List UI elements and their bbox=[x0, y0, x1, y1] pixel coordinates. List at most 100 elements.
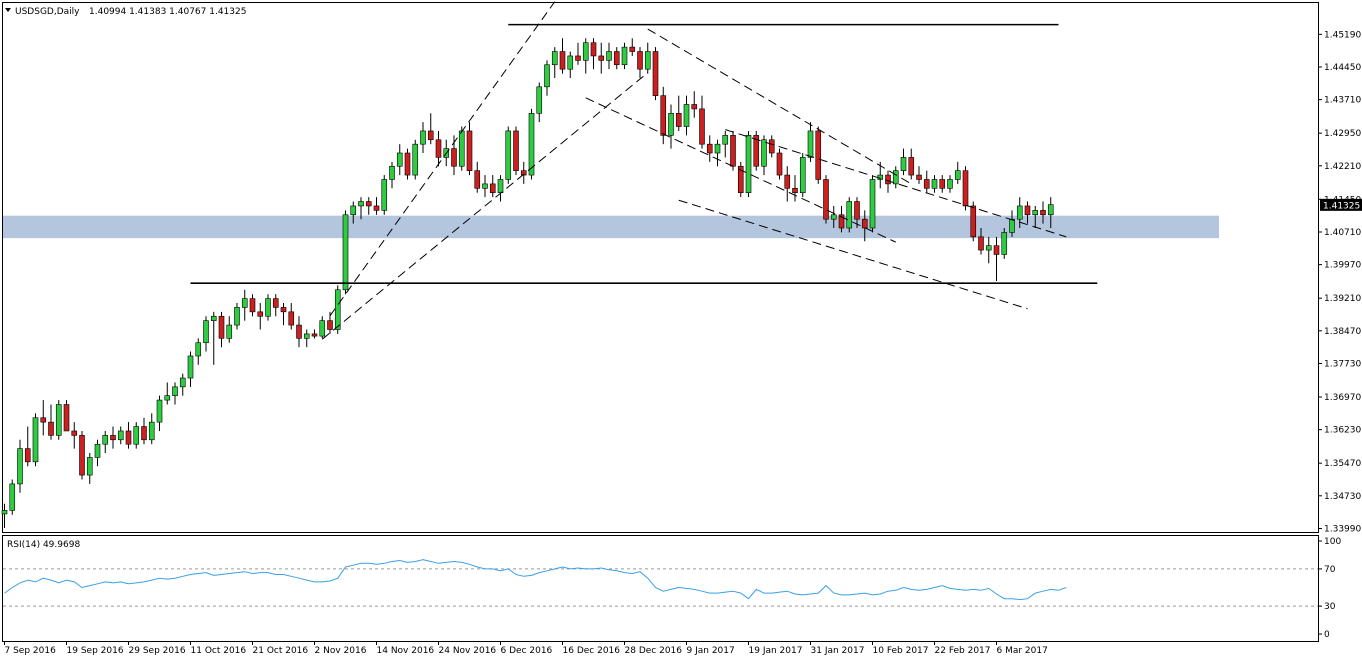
candle bbox=[536, 82, 543, 123]
candle bbox=[1040, 201, 1046, 224]
candle bbox=[179, 373, 186, 396]
candle bbox=[985, 236, 992, 264]
candle bbox=[141, 417, 147, 445]
candle bbox=[590, 38, 597, 70]
candle bbox=[978, 228, 984, 255]
rsi-panel-frame bbox=[2, 535, 1319, 642]
chart-header: USDSGD,Daily 1.40994 1.41383 1.40767 1.4… bbox=[5, 7, 246, 17]
support-zone-rect bbox=[3, 215, 1219, 239]
current-price-tag bbox=[1320, 198, 1362, 211]
candle bbox=[249, 294, 256, 317]
candle bbox=[210, 311, 217, 365]
candle bbox=[474, 161, 481, 193]
x-tick-label: 10 Feb 2017 bbox=[873, 646, 929, 656]
trendline-decline-upper[interactable] bbox=[647, 28, 912, 185]
candle bbox=[40, 400, 47, 436]
candle bbox=[365, 197, 372, 215]
candle bbox=[110, 426, 116, 449]
candle bbox=[265, 294, 271, 321]
candle bbox=[993, 236, 1000, 281]
candle bbox=[373, 197, 380, 215]
y-tick-label: 1.36230 bbox=[1324, 426, 1361, 436]
symbol-label: USDSGD,Daily bbox=[15, 7, 80, 17]
candle bbox=[164, 382, 171, 405]
candle bbox=[17, 439, 23, 493]
candle bbox=[838, 205, 845, 233]
candle bbox=[466, 122, 473, 176]
candle bbox=[203, 316, 209, 352]
trendline-wedge-lower[interactable] bbox=[678, 199, 1028, 310]
candle bbox=[970, 201, 977, 242]
candle bbox=[753, 130, 760, 171]
dropdown-triangle-icon[interactable] bbox=[5, 8, 11, 12]
candle bbox=[86, 453, 93, 484]
candle bbox=[722, 130, 729, 158]
candle bbox=[668, 104, 674, 149]
trendline-wedge-upper[interactable] bbox=[725, 129, 1067, 238]
candle bbox=[559, 38, 566, 74]
candle bbox=[869, 175, 876, 233]
candle bbox=[435, 130, 442, 167]
candle bbox=[575, 42, 581, 65]
candle bbox=[916, 166, 922, 184]
rsi-indicator: 100 70 30 0 bbox=[3, 537, 1341, 640]
ohlc-label: 1.40994 1.41383 1.40767 1.41325 bbox=[89, 7, 246, 17]
y-tick-label: 1.35470 bbox=[1324, 459, 1361, 469]
candle bbox=[381, 175, 388, 215]
y-tick-label: 1.36970 bbox=[1324, 393, 1361, 403]
y-tick-label: 1.40710 bbox=[1324, 228, 1361, 238]
candle bbox=[125, 422, 132, 449]
candle bbox=[1047, 197, 1054, 229]
candle bbox=[489, 175, 496, 198]
candle bbox=[412, 139, 419, 180]
candle bbox=[730, 130, 736, 171]
candle bbox=[939, 175, 946, 193]
y-tick-label: 1.38470 bbox=[1324, 327, 1361, 337]
drawings bbox=[190, 1, 1098, 340]
candle bbox=[148, 413, 155, 445]
candle bbox=[792, 175, 798, 202]
x-tick-label: 24 Nov 2016 bbox=[439, 646, 497, 656]
candle bbox=[1032, 205, 1039, 229]
candle bbox=[24, 426, 31, 467]
candle bbox=[513, 126, 519, 176]
candle bbox=[691, 91, 698, 118]
candle bbox=[737, 161, 744, 198]
x-tick-label: 29 Sep 2016 bbox=[129, 646, 186, 656]
rsi-y-tick-label: 100 bbox=[1324, 537, 1341, 547]
candle bbox=[923, 170, 930, 193]
candle bbox=[195, 338, 202, 365]
candle bbox=[854, 197, 860, 229]
candle bbox=[172, 382, 178, 405]
candle bbox=[567, 51, 574, 79]
candle bbox=[389, 161, 395, 189]
candle bbox=[102, 430, 109, 454]
trendline-decline-lower[interactable] bbox=[585, 97, 896, 243]
candle bbox=[48, 404, 54, 440]
candle bbox=[520, 161, 527, 184]
candle bbox=[218, 311, 225, 348]
candle bbox=[613, 47, 620, 70]
price-panel-frame bbox=[2, 2, 1319, 533]
candle bbox=[32, 413, 39, 467]
x-tick-label: 7 Sep 2016 bbox=[5, 646, 57, 656]
candle bbox=[79, 430, 85, 480]
trendline-upper-channel-1[interactable] bbox=[329, 1, 556, 317]
candle bbox=[683, 95, 690, 136]
candle bbox=[427, 113, 434, 145]
rsi-y-tick-label: 0 bbox=[1324, 630, 1330, 640]
candle bbox=[544, 60, 550, 96]
y-tick-label: 1.33990 bbox=[1324, 524, 1361, 534]
trendline-lower-channel-1[interactable] bbox=[321, 72, 649, 340]
candle bbox=[823, 175, 829, 224]
candle bbox=[319, 316, 326, 339]
candle bbox=[482, 175, 488, 198]
candle bbox=[745, 130, 752, 198]
x-tick-label: 16 Dec 2016 bbox=[563, 646, 621, 656]
candle bbox=[9, 479, 16, 515]
candle bbox=[931, 175, 938, 193]
x-tick-label: 11 Oct 2016 bbox=[191, 646, 247, 656]
candle bbox=[1, 503, 8, 529]
candle bbox=[63, 400, 70, 432]
